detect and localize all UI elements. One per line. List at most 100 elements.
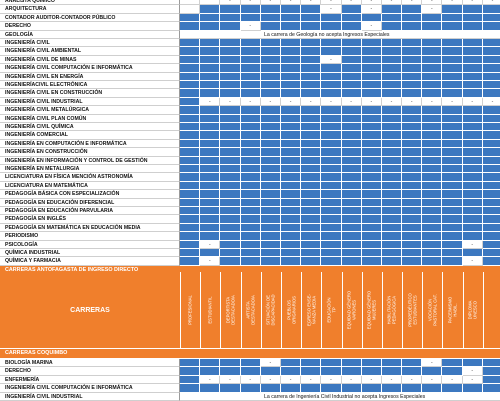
admission-cell (240, 215, 261, 224)
admission-cell (442, 123, 463, 132)
admission-cell (422, 148, 443, 157)
admission-cell (482, 190, 500, 199)
admission-cell (280, 148, 302, 157)
career-name: BIOLOGÍA MARINA (0, 359, 180, 368)
table-row: CONTADOR AUDITOR-CONTADOR PÚBLICO (0, 13, 500, 23)
admission-cell (240, 123, 261, 132)
admission-cell: - (462, 375, 483, 385)
admission-cell (280, 223, 302, 233)
admission-cell (260, 81, 281, 90)
admission-cell (240, 232, 261, 241)
table-row: INGENIERÍA EN METALURGIA (0, 165, 500, 174)
admission-cell (301, 5, 322, 14)
admission-cell (220, 106, 241, 115)
admission-cell (482, 5, 500, 14)
admission-cell (361, 89, 382, 98)
admission-cell (462, 55, 483, 65)
admission-cell (442, 198, 463, 207)
admission-cell: - (442, 0, 463, 6)
admission-cell (280, 72, 302, 81)
admission-cell: - (381, 375, 403, 385)
admission-cell (482, 173, 500, 182)
admission-cell (321, 13, 342, 23)
admission-cell (260, 5, 281, 14)
table-row: PEDAGOGÍA EN EDUCACIÓN PARVULARIA (0, 207, 500, 216)
admission-cell (280, 5, 302, 14)
admission-cell: - (200, 97, 221, 107)
admission-cell (361, 123, 382, 132)
career-name: INGENIERÍA CIVIL COMPUTACIÓN E INFORMÁTI… (0, 64, 180, 73)
admission-cell (260, 55, 281, 65)
admission-cell (402, 64, 423, 73)
admission-cell (482, 72, 500, 81)
admission-cell (321, 114, 342, 123)
table-row: LICENCIATURA EN MATEMÁTICA (0, 181, 500, 191)
table-row: INGENIERÍA CIVIL EN CONSTRUCCIÓN (0, 89, 500, 98)
admission-cell (260, 367, 281, 376)
admission-cell: - (321, 5, 342, 14)
admission-cell (381, 72, 403, 81)
admission-cell (482, 156, 500, 165)
admission-cell (301, 13, 322, 23)
table-row: INGENIERÍA CIVIL INDUSTRIAL - - - - - - - - - - - - -… (0, 97, 500, 107)
admission-cell (442, 139, 463, 149)
admission-cell (341, 249, 362, 258)
admission-cell (301, 123, 322, 132)
admission-cell (240, 64, 261, 73)
admission-cell (402, 55, 423, 65)
admission-cell (381, 47, 403, 56)
admission-cell: - (402, 0, 423, 6)
admission-cell (381, 114, 403, 123)
table-row: INGENIERÍA EN CONSTRUCCIÓN (0, 148, 500, 157)
admission-cell (381, 89, 403, 98)
table-row: INGENIERÍA CIVIL COMPUTACIÓN E INFORMÁTI… (0, 384, 500, 393)
admission-cell (402, 139, 423, 149)
admission-cell (462, 190, 483, 199)
admission-cell (220, 384, 241, 393)
admission-cell (341, 106, 362, 115)
admission-cell (200, 131, 221, 140)
admission-cell (462, 249, 483, 258)
career-name: INGENIERÍA EN METALURGIA (0, 165, 180, 174)
admission-cell (240, 139, 261, 149)
admission-cell (220, 223, 241, 233)
admission-cell: - (260, 97, 281, 107)
admission-cell (442, 384, 463, 393)
admission-cell (462, 39, 483, 48)
admission-cell (301, 64, 322, 73)
career-name: INGENIERÍA CIVIL EN CONSTRUCCIÓN (0, 89, 180, 98)
admission-cell (301, 156, 322, 165)
admission-cell (462, 64, 483, 73)
admission-cell (462, 114, 483, 123)
admission-cell (462, 223, 483, 233)
admission-cell (240, 359, 261, 368)
admission-cell (240, 47, 261, 56)
admission-cell (381, 22, 403, 31)
admission-cell (361, 114, 382, 123)
admission-cell (180, 81, 201, 90)
admission-cell (482, 249, 500, 258)
header-columns: PROFESIONAL ESTUDIANTIL DEPORTISTA DESTACA… (181, 272, 500, 348)
admission-cell: - (462, 367, 483, 376)
admission-cell (240, 5, 261, 14)
admission-cell (341, 367, 362, 376)
admission-cell (422, 106, 443, 115)
admission-cell (301, 190, 322, 199)
header-column-label: DIPLOMA UNESCO (467, 300, 478, 320)
admission-cell (321, 47, 342, 56)
admission-cell (220, 165, 241, 174)
admission-cell (220, 47, 241, 56)
admission-cell (381, 207, 403, 216)
admission-cell (442, 89, 463, 98)
admission-cell (422, 131, 443, 140)
admission-cell (240, 173, 261, 182)
admission-cell (180, 367, 201, 376)
admission-cell (200, 5, 221, 14)
admission-cell (200, 89, 221, 98)
admission-cell (200, 232, 221, 241)
admission-cell (240, 198, 261, 207)
admission-cell (422, 223, 443, 233)
admission-cell (240, 257, 261, 266)
table-row: LICENCIATURA EN FÍSICA MENCIÓN ASTRONOMÍ… (0, 173, 500, 182)
admission-cell (381, 123, 403, 132)
